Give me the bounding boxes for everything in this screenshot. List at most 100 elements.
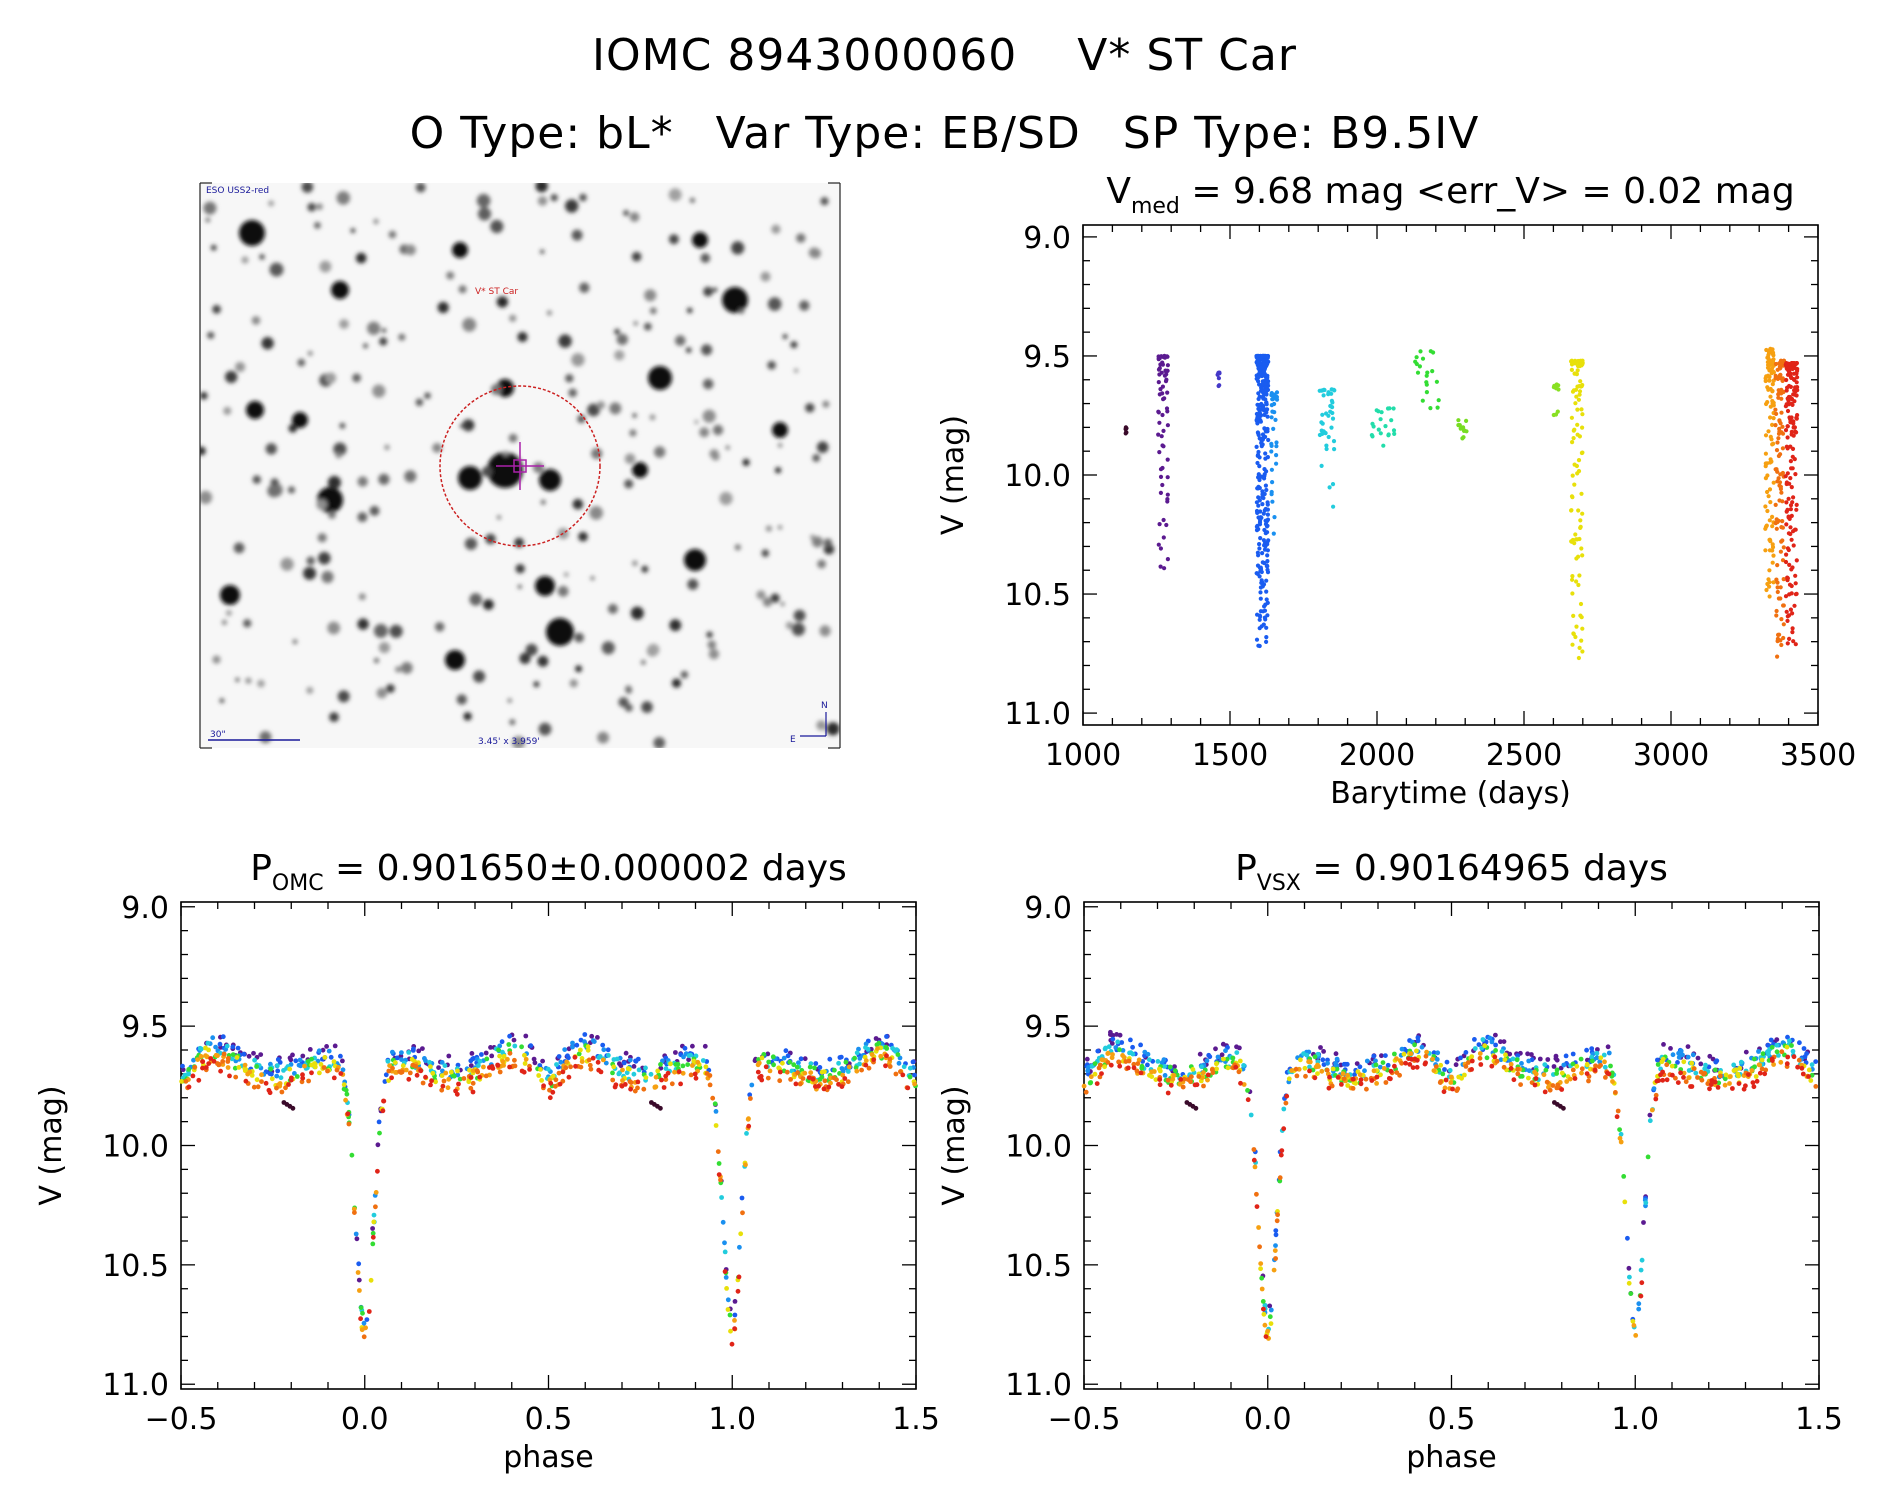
data-point xyxy=(1259,385,1264,390)
figure-title: IOMC 8943000060 V* ST Car xyxy=(0,30,1889,81)
data-point xyxy=(1736,1081,1742,1086)
data-point xyxy=(658,1062,663,1067)
data-point xyxy=(1321,393,1326,398)
data-point xyxy=(1578,1056,1584,1062)
data-point xyxy=(1271,1267,1277,1273)
data-point xyxy=(1431,1050,1437,1056)
finder-star xyxy=(292,412,308,428)
data-point xyxy=(907,1074,913,1080)
phased-vsx-plot: −0.5 0.0 0.5 1.0 1.59.09.510.010.511.0phaseV… xyxy=(937,848,1843,1475)
data-point xyxy=(735,1288,741,1294)
data-point xyxy=(1201,1070,1206,1076)
data-point xyxy=(1237,1058,1243,1064)
data-point xyxy=(430,1070,436,1076)
data-point xyxy=(686,1057,691,1063)
data-point xyxy=(1289,1068,1295,1073)
data-point xyxy=(1776,436,1781,441)
x-tick-label: 0.0 xyxy=(341,1402,389,1437)
data-point xyxy=(1216,376,1221,381)
data-point xyxy=(605,1047,611,1053)
finder-star xyxy=(591,448,603,460)
data-point xyxy=(483,1073,489,1079)
data-point xyxy=(527,1067,532,1072)
data-point xyxy=(1722,1076,1728,1082)
data-point xyxy=(1260,382,1265,387)
finder-star xyxy=(579,282,590,293)
data-point xyxy=(558,1059,564,1065)
finder-star xyxy=(629,429,637,437)
data-point xyxy=(1260,502,1265,507)
data-point xyxy=(1570,642,1575,647)
data-point xyxy=(1498,1039,1503,1045)
data-point xyxy=(1161,428,1166,433)
data-point xyxy=(1414,1048,1419,1054)
data-point xyxy=(627,1057,633,1063)
data-point xyxy=(1260,371,1265,376)
data-point xyxy=(1324,1067,1330,1073)
data-point xyxy=(230,1044,236,1050)
data-point xyxy=(732,1299,738,1304)
data-point xyxy=(1569,508,1574,513)
data-point xyxy=(1147,1072,1152,1078)
data-point xyxy=(1151,1069,1157,1074)
data-point xyxy=(338,1071,344,1076)
data-point xyxy=(1627,1274,1632,1280)
data-point xyxy=(1575,432,1580,437)
data-point xyxy=(631,1071,637,1077)
data-point xyxy=(351,1206,357,1212)
data-point xyxy=(1265,559,1270,564)
data-point xyxy=(653,1074,659,1080)
data-point xyxy=(627,1079,633,1084)
finder-star xyxy=(468,421,474,427)
data-point xyxy=(1302,1065,1308,1071)
data-point xyxy=(1767,584,1772,589)
data-point xyxy=(1241,1063,1246,1068)
data-point xyxy=(636,1067,642,1073)
data-point xyxy=(1757,1070,1763,1076)
data-point xyxy=(1096,1065,1102,1071)
figure-subtitle: O Type: bL* Var Type: EB/SD SP Type: B9.5I… xyxy=(0,108,1889,159)
data-point xyxy=(1442,1085,1448,1091)
data-point xyxy=(1765,1049,1770,1055)
data-point xyxy=(242,1062,248,1068)
data-point xyxy=(1213,1046,1218,1052)
data-point xyxy=(846,1064,852,1070)
data-point xyxy=(1414,1064,1420,1070)
data-point xyxy=(1559,1070,1565,1076)
data-point xyxy=(1784,444,1789,449)
data-point xyxy=(1675,1060,1680,1065)
data-point xyxy=(1633,1333,1639,1338)
data-point xyxy=(1165,363,1170,368)
data-point xyxy=(682,1045,688,1051)
finder-star xyxy=(775,467,782,474)
data-point xyxy=(1649,1107,1655,1113)
data-point xyxy=(1185,1077,1191,1082)
data-point xyxy=(802,1056,808,1062)
finder-star xyxy=(318,551,331,565)
finder-star xyxy=(640,659,646,665)
data-point xyxy=(328,1054,334,1060)
x-tick-label: −0.5 xyxy=(1048,1402,1121,1437)
data-point xyxy=(1570,361,1575,366)
finder-star xyxy=(205,217,211,223)
data-point xyxy=(1774,577,1779,582)
data-point xyxy=(756,1060,762,1066)
data-point xyxy=(601,1047,607,1053)
data-point xyxy=(523,1033,529,1039)
data-point xyxy=(227,1073,232,1079)
data-point xyxy=(554,1062,559,1067)
object-type: O Type: bL* xyxy=(409,108,674,159)
data-point xyxy=(522,1052,527,1058)
data-point xyxy=(1768,500,1773,505)
data-point xyxy=(582,1039,587,1045)
data-point xyxy=(564,1059,570,1065)
finder-star xyxy=(629,212,640,222)
data-point xyxy=(355,1270,361,1275)
data-point xyxy=(1763,451,1768,456)
data-point xyxy=(1689,1060,1695,1066)
data-point xyxy=(1577,384,1582,389)
data-point xyxy=(1628,1291,1634,1296)
finder-star xyxy=(686,307,693,314)
data-point xyxy=(499,1039,505,1045)
compass-north-label: N xyxy=(821,701,828,711)
